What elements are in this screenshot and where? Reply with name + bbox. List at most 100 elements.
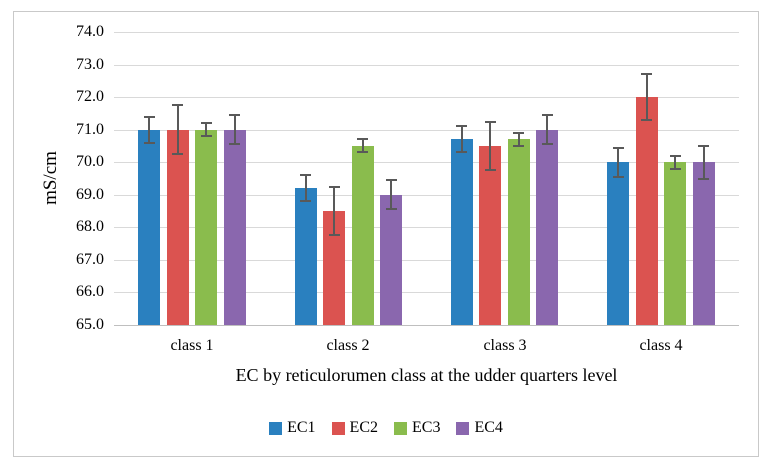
bar-ec1-class-1 xyxy=(138,130,160,325)
legend: EC1 EC2 EC3 EC4 xyxy=(13,417,759,439)
legend-item-ec4: EC4 xyxy=(456,419,503,437)
error-bar-cap xyxy=(670,168,681,170)
legend-swatch-ec3 xyxy=(394,421,407,435)
error-bar-ec2-class-4 xyxy=(646,74,648,120)
gridline xyxy=(114,227,739,228)
x-tick-label-class-2: class 2 xyxy=(326,337,370,354)
error-bar-ec2-class-2 xyxy=(333,187,335,236)
y-tick-label: 69.0 xyxy=(76,186,104,203)
error-bar-cap xyxy=(300,174,311,176)
bar-ec2-class-3 xyxy=(479,146,501,325)
y-tick-label: 71.0 xyxy=(76,121,104,138)
error-bar-cap xyxy=(229,143,240,145)
error-bar-cap xyxy=(386,179,397,181)
bar-ec4-class-2 xyxy=(380,195,402,325)
error-bar-cap xyxy=(456,125,467,127)
bar-ec3-class-4 xyxy=(664,162,686,325)
legend-swatch-ec1 xyxy=(269,421,283,435)
error-bar-cap xyxy=(485,121,496,123)
bar-ec4-class-1 xyxy=(224,130,246,325)
bar-ec3-class-2 xyxy=(352,146,374,325)
error-bar-ec4-class-1 xyxy=(234,115,236,144)
error-bar-ec1-class-1 xyxy=(148,117,150,143)
legend-label: EC4 xyxy=(474,419,503,436)
x-axis-title: EC by reticulorumen class at the udder q… xyxy=(235,365,618,385)
error-bar-cap xyxy=(201,135,212,137)
legend-swatch-ec4 xyxy=(456,421,470,435)
error-bar-cap xyxy=(613,176,624,178)
error-bar-cap xyxy=(144,142,155,144)
y-axis-title: mS/cm xyxy=(40,151,61,205)
error-bar-ec2-class-3 xyxy=(489,122,491,171)
error-bar-ec3-class-2 xyxy=(362,139,364,152)
error-bar-cap xyxy=(201,122,212,124)
y-tick-label: 68.0 xyxy=(76,218,104,235)
error-bar-cap xyxy=(670,155,681,157)
legend-item-ec3: EC3 xyxy=(394,419,440,437)
x-tick-label-class-1: class 1 xyxy=(170,337,214,354)
gridline xyxy=(114,292,739,293)
error-bar-cap xyxy=(300,200,311,202)
error-bar-ec1-class-3 xyxy=(461,126,463,152)
gridline xyxy=(114,195,739,196)
legend-item-ec2: EC2 xyxy=(331,419,378,437)
x-tick-label-class-3: class 3 xyxy=(483,337,527,354)
gridline xyxy=(114,260,739,261)
error-bar-cap xyxy=(357,151,368,153)
error-bar-cap xyxy=(357,138,368,140)
x-axis-line xyxy=(114,325,739,326)
error-bar-cap xyxy=(698,145,709,147)
legend-swatch-ec2 xyxy=(331,421,345,435)
bar-ec1-class-3 xyxy=(451,139,473,325)
error-bar-cap xyxy=(698,178,709,180)
error-bar-cap xyxy=(329,234,340,236)
gridline xyxy=(114,97,739,98)
error-bar-cap xyxy=(513,145,524,147)
bar-ec2-class-4 xyxy=(636,97,658,325)
gridline xyxy=(114,32,739,33)
error-bar-cap xyxy=(144,116,155,118)
error-bar-cap xyxy=(641,119,652,121)
error-bar-ec1-class-4 xyxy=(617,148,619,177)
error-bar-ec3-class-4 xyxy=(674,156,676,169)
bar-ec2-class-2 xyxy=(323,211,345,325)
error-bar-cap xyxy=(542,143,553,145)
error-bar-cap xyxy=(229,114,240,116)
error-bar-ec2-class-1 xyxy=(177,105,179,154)
error-bar-cap xyxy=(329,186,340,188)
y-tick-label: 66.0 xyxy=(76,283,104,300)
gridline xyxy=(114,130,739,131)
y-tick-label: 65.0 xyxy=(76,316,104,333)
error-bar-ec3-class-1 xyxy=(205,123,207,136)
error-bar-ec4-class-2 xyxy=(390,180,392,209)
legend-label: EC2 xyxy=(349,419,378,436)
y-tick-label: 67.0 xyxy=(76,251,104,268)
y-tick-label: 74.0 xyxy=(76,23,104,40)
error-bar-cap xyxy=(172,153,183,155)
error-bar-cap xyxy=(172,104,183,106)
legend-item-ec1: EC1 xyxy=(269,419,316,437)
error-bar-cap xyxy=(613,147,624,149)
bar-ec1-class-2 xyxy=(295,188,317,325)
x-tick-label-class-4: class 4 xyxy=(639,337,683,354)
error-bar-cap xyxy=(542,114,553,116)
error-bar-cap xyxy=(485,169,496,171)
bar-ec2-class-1 xyxy=(167,130,189,325)
legend-label: EC1 xyxy=(287,419,316,436)
y-tick-label: 72.0 xyxy=(76,88,104,105)
error-bar-ec4-class-3 xyxy=(546,115,548,144)
error-bar-ec3-class-3 xyxy=(518,133,520,146)
error-bar-ec4-class-4 xyxy=(703,146,705,179)
error-bar-cap xyxy=(641,73,652,75)
bar-ec4-class-3 xyxy=(536,130,558,325)
error-bar-cap xyxy=(456,151,467,153)
gridline xyxy=(114,65,739,66)
error-bar-cap xyxy=(386,208,397,210)
bar-ec3-class-1 xyxy=(195,130,217,325)
legend-label: EC3 xyxy=(412,419,441,436)
gridline xyxy=(114,162,739,163)
y-tick-label: 70.0 xyxy=(76,153,104,170)
bar-ec1-class-4 xyxy=(607,162,629,325)
bar-ec3-class-3 xyxy=(508,139,530,325)
